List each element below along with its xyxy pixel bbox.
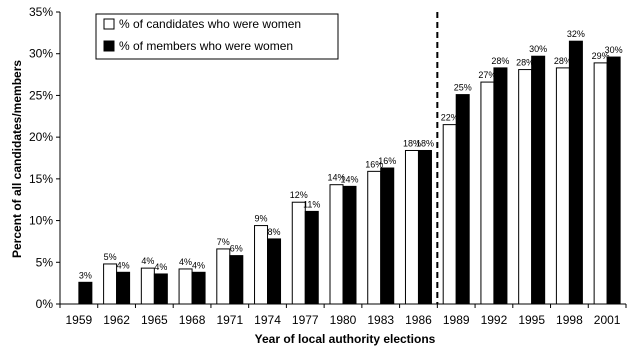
bar-members (153, 273, 168, 305)
data-label-members: 16% (378, 156, 396, 166)
y-axis-title: Percent of all candidates/members (10, 60, 24, 258)
y-tick-label: 30% (29, 47, 53, 61)
x-tick-label: 1995 (518, 313, 545, 327)
data-label-candidates: 12% (290, 190, 308, 200)
data-label-candidates: 4% (179, 257, 192, 267)
x-axis-title: Year of local authority elections (255, 332, 436, 346)
bar-members (417, 149, 432, 305)
bar-members (493, 67, 508, 305)
data-label-members: 18% (416, 138, 434, 148)
x-tick-label: 1998 (556, 313, 583, 327)
data-label-members: 28% (491, 56, 509, 66)
bar-members (455, 94, 470, 305)
bar-members (116, 271, 131, 305)
y-tick-label: 35% (29, 5, 53, 19)
legend-swatch-candidates (103, 18, 115, 30)
data-label-members: 14% (340, 174, 358, 184)
bar-members (342, 185, 357, 305)
bar-members (531, 55, 546, 305)
bar-members (380, 167, 395, 305)
data-label-members: 11% (303, 199, 320, 209)
legend-label-candidates: % of candidates who were women (119, 17, 301, 31)
bar-candidates (329, 184, 344, 305)
x-axis: 1959 1962 1965 1968 1971 1974 1977 1980 1983 1986… (59, 303, 627, 327)
y-tick-label: 15% (29, 172, 53, 186)
data-label-candidates: 22% (441, 113, 459, 123)
data-labels: 3%5%4% 4%4%4% 4%7%6%9%8%12%11%14%14%16%16%… (79, 29, 623, 280)
bar-members (304, 210, 319, 305)
data-label-members: 30% (605, 45, 623, 55)
bar-members (568, 40, 583, 305)
bar-candidates (480, 81, 495, 305)
bar-candidates (254, 225, 269, 305)
x-tick-label: 1974 (254, 313, 281, 327)
legend-swatch-members (103, 40, 115, 52)
data-label-candidates: 16% (365, 159, 383, 169)
data-label-members: 4% (117, 260, 130, 270)
y-tick-label: 0% (36, 297, 54, 311)
data-label-members: 4% (192, 260, 205, 270)
x-tick-label: 1968 (179, 313, 206, 327)
x-tick-label: 1971 (216, 313, 243, 327)
bar-candidates (140, 267, 155, 305)
data-label-members: 8% (268, 227, 281, 237)
data-label-candidates: 27% (478, 70, 496, 80)
data-label-candidates: 28% (554, 56, 572, 66)
bar-members (606, 56, 621, 305)
data-label-members: 32% (567, 29, 585, 39)
data-label-members: 30% (529, 44, 547, 54)
bar-candidates (103, 263, 118, 305)
bar-candidates (291, 201, 306, 305)
bar-candidates (518, 69, 533, 305)
data-label-candidates: 14% (327, 173, 345, 183)
x-tick-label: 1983 (367, 313, 394, 327)
data-label-members: 3% (79, 270, 92, 280)
data-label-candidates: 29% (592, 51, 610, 61)
x-tick-label: 1986 (405, 313, 432, 327)
y-tick-label: 5% (36, 255, 54, 269)
x-tick-label: 1977 (292, 313, 319, 327)
data-label-members: 6% (230, 244, 243, 254)
bar-members (267, 238, 282, 305)
x-tick-label: 1965 (141, 313, 168, 327)
bar-candidates (593, 62, 608, 305)
bar-candidates (178, 268, 193, 305)
x-tick-label: 2001 (594, 313, 621, 327)
data-label-candidates: 4% (141, 256, 154, 266)
bars (78, 40, 621, 305)
bar-candidates (367, 170, 382, 305)
bar-members (229, 255, 244, 305)
x-tick-label: 1962 (103, 313, 130, 327)
x-tick-label: 1992 (481, 313, 508, 327)
data-label-candidates: 5% (104, 252, 117, 262)
bar-candidates (404, 149, 419, 305)
legend-label-members: % of members who were women (119, 39, 293, 53)
data-label-candidates: 28% (516, 58, 534, 68)
data-label-members: 4% (154, 262, 167, 272)
bar-members (78, 281, 93, 305)
x-tick-label: 1980 (330, 313, 357, 327)
data-label-candidates: 9% (255, 214, 268, 224)
legend-box (95, 13, 339, 60)
data-label-candidates: 18% (403, 138, 421, 148)
y-tick-label: 10% (29, 214, 53, 228)
bar-candidates (555, 67, 570, 305)
x-tick-label: 1959 (66, 313, 93, 327)
data-label-candidates: 7% (217, 237, 230, 247)
bar-candidates (216, 248, 231, 305)
bar-candidates (442, 124, 457, 305)
x-tick-label: 1989 (443, 313, 470, 327)
y-tick-label: 25% (29, 88, 53, 102)
legend: % of candidates who were women % of memb… (95, 13, 339, 60)
bar-members (191, 271, 206, 305)
y-axis: 0% 5% 10% 15% 20% 25% 30% 35% (29, 5, 61, 311)
y-tick-label: 20% (29, 130, 53, 144)
data-label-members: 25% (454, 83, 472, 93)
